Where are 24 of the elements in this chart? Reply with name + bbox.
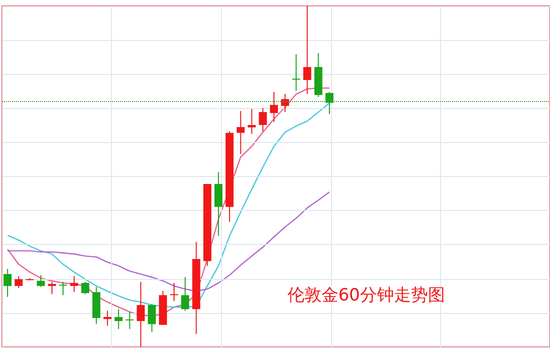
candlestick [148,304,156,332]
candlestick [126,311,134,330]
candlestick [236,110,245,154]
candlestick [281,93,290,113]
candlestick [103,310,112,326]
candlestick [70,276,78,293]
candlestick [48,281,56,295]
candlestick [59,281,68,296]
candlestick [114,308,123,330]
candlestick [136,281,145,348]
candlestick [325,91,334,115]
candlestick [170,282,178,302]
candlestick [248,108,256,134]
candlestick [81,281,90,295]
candlestick [36,274,45,288]
candlestick [14,276,23,289]
candlestick [214,172,222,236]
candlestick [303,6,312,94]
candlestick [270,91,278,122]
candlestick [292,54,300,92]
candlestick [258,107,267,132]
text: 伦敦金60分钟走势图 [287,286,446,306]
candlestick [181,276,190,312]
candlestick [4,268,12,298]
